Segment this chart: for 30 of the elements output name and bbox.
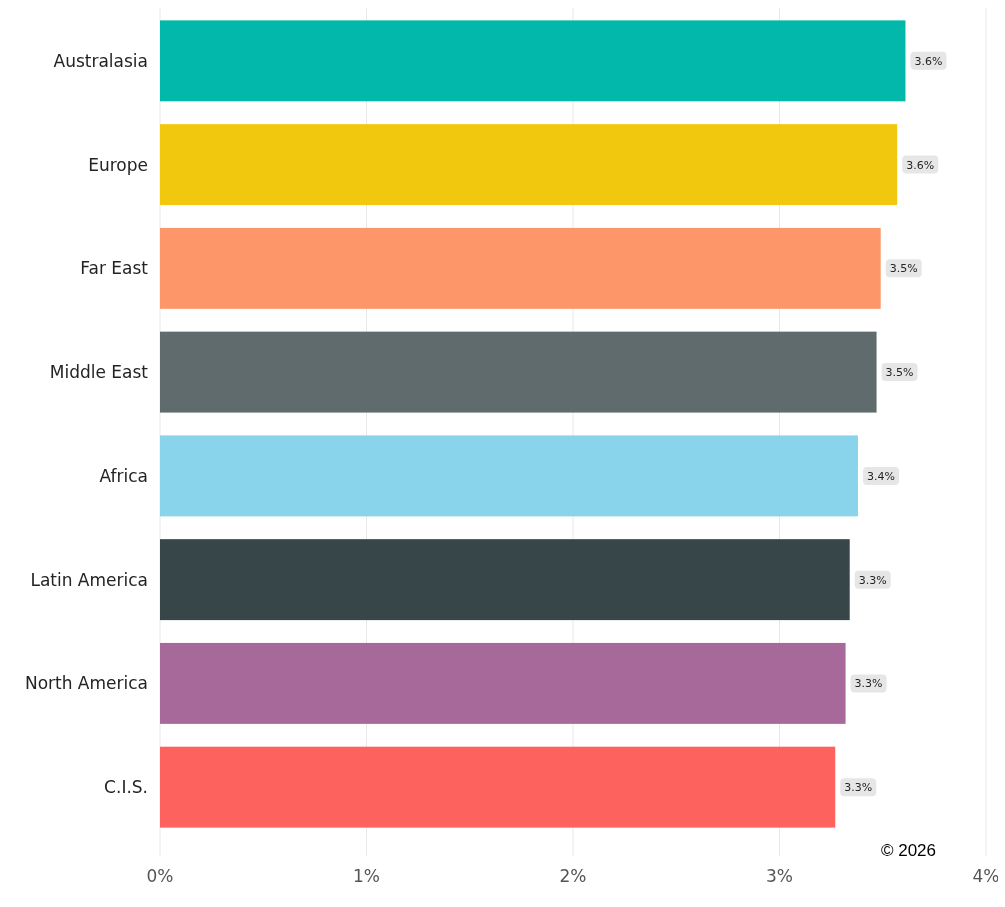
bar (160, 331, 877, 413)
x-tick-label: 1% (353, 866, 380, 886)
x-tick-label: 3% (766, 866, 793, 886)
bar (160, 746, 836, 828)
data-label: 3.3% (844, 781, 873, 795)
y-tick-label: Africa (99, 465, 148, 486)
y-tick-label: Australasia (53, 50, 148, 71)
bar (160, 642, 846, 724)
y-tick-label: Latin America (30, 569, 148, 590)
x-tick-label: 2% (559, 866, 587, 886)
y-tick-label: Middle East (49, 362, 149, 383)
data-label: 3.5% (889, 262, 918, 276)
y-tick-label: C.I.S. (104, 777, 148, 798)
annotation: © 2026 (880, 841, 936, 860)
bar (160, 435, 858, 517)
x-tick-label: 0% (146, 866, 174, 886)
data-label: 3.3% (854, 677, 883, 691)
bar (160, 20, 906, 102)
x-tick-label: 4% (972, 866, 1000, 886)
data-label: 3.4% (866, 469, 895, 483)
data-label: 3.6% (914, 54, 943, 68)
y-tick-label: Far East (80, 258, 149, 279)
data-label: 3.6% (906, 158, 935, 172)
bar (160, 124, 898, 206)
data-label: 3.3% (858, 573, 887, 587)
bar (160, 539, 850, 621)
y-tick-label: North America (24, 673, 148, 694)
bar (160, 227, 881, 309)
data-label: 3.5% (885, 366, 914, 380)
y-tick-label: Europe (88, 154, 148, 175)
